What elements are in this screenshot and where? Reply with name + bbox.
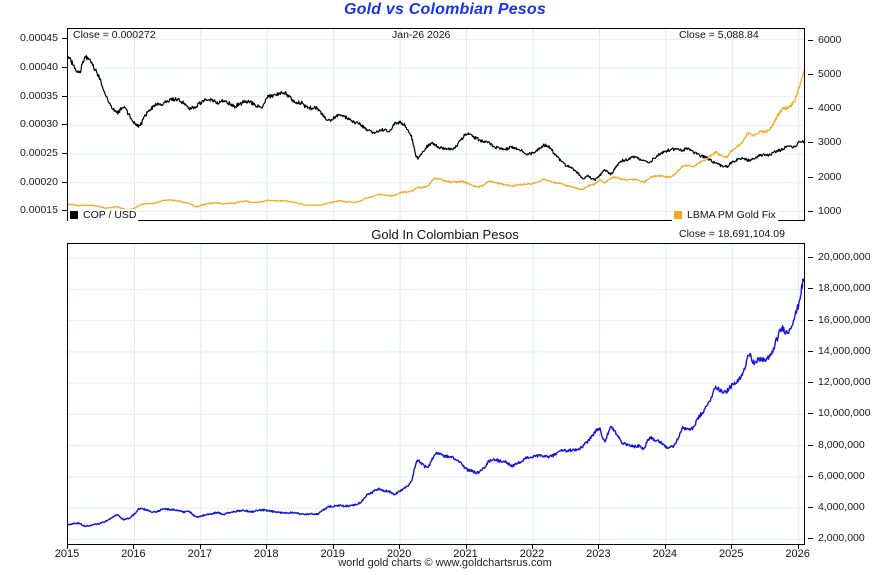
top-right-tick-label: 2000 — [818, 170, 842, 183]
x-tick — [199, 545, 201, 549]
top-chart-panel: 0.00015 0.00020 0.00025 0.00030 0.00035 0.000… — [0, 0, 890, 222]
legend-label-lbma-gold: LBMA PM Gold Fix — [687, 209, 776, 221]
x-tick-label: 2022 — [519, 548, 545, 560]
legend-lbma-gold[interactable]: LBMA PM Gold Fix — [672, 209, 778, 221]
top-left-tick-label: 0.00025 — [20, 147, 58, 160]
x-tick — [664, 545, 666, 549]
x-tick-label: 2026 — [785, 548, 810, 560]
x-tick-label: 2016 — [121, 548, 146, 560]
bottom-close-annotation: Close = 18,691,104.09 — [679, 228, 785, 240]
top-chart-canvas — [68, 29, 804, 220]
x-tick-label: 2020 — [386, 548, 412, 560]
page-title: Gold vs Colombian Pesos — [344, 1, 546, 18]
top-right-tick-label: 4000 — [818, 102, 842, 115]
top-left-tick-label: 0.00035 — [20, 89, 58, 102]
footer-credit: world gold charts © www.goldchartsrus.co… — [338, 557, 552, 569]
top-right-tick-label: 1000 — [818, 204, 842, 217]
legend-label-cop-usd: COP / USD — [83, 209, 137, 221]
top-date-annotation: Jan-26 2026 — [392, 29, 451, 41]
legend-swatch-cop-usd — [70, 211, 78, 219]
top-left-tick — [62, 181, 67, 183]
bottom-right-tick — [808, 350, 813, 352]
bottom-right-tick-label: 18,000,000 — [818, 282, 871, 295]
bottom-right-tick-label: 16,000,000 — [818, 313, 871, 326]
x-tick-label: 2019 — [320, 548, 345, 560]
x-tick-label: 2017 — [187, 548, 213, 560]
x-tick-label: 2025 — [719, 548, 744, 560]
top-right-tick-label: 5000 — [818, 68, 842, 81]
bottom-right-tick — [808, 413, 813, 415]
top-left-tick — [62, 210, 67, 212]
bottom-plot-area — [67, 243, 805, 545]
bottom-right-tick — [808, 288, 813, 290]
top-plot-area — [67, 28, 805, 221]
top-left-tick — [62, 38, 67, 40]
top-left-tick-label: 0.00040 — [20, 61, 58, 73]
top-right-tick-label: 6000 — [818, 33, 842, 46]
legend-cop-usd[interactable]: COP / USD — [68, 209, 139, 221]
bottom-right-tick-label: 2,000,000 — [818, 532, 865, 545]
x-tick-label: 2024 — [652, 548, 678, 560]
x-tick-label: 2015 — [54, 548, 80, 560]
x-tick — [332, 545, 334, 549]
top-close-right-annotation: Close = 5,088.84 — [679, 29, 759, 41]
bottom-right-tick-label: 12,000,000 — [818, 376, 871, 389]
top-right-tick — [808, 39, 813, 41]
x-tick — [731, 545, 733, 549]
top-right-tick — [808, 74, 813, 76]
bottom-right-tick — [808, 507, 813, 509]
bottom-chart-canvas — [68, 244, 804, 544]
top-right-tick — [808, 142, 813, 144]
bottom-right-tick-label: 10,000,000 — [818, 407, 871, 420]
x-tick — [598, 545, 600, 549]
x-tick — [399, 545, 401, 549]
bottom-right-tick-label: 4,000,000 — [818, 501, 865, 514]
x-tick — [67, 545, 68, 549]
bottom-right-tick-label: 8,000,000 — [818, 438, 865, 451]
x-tick — [465, 545, 467, 549]
top-right-tick — [808, 176, 813, 178]
top-right-tick-label: 3000 — [818, 136, 842, 149]
top-left-tick-label: 0.00015 — [20, 204, 58, 217]
x-tick-label: 2021 — [453, 548, 478, 560]
top-right-tick — [808, 210, 813, 212]
bottom-right-tick — [808, 319, 813, 321]
bottom-right-tick-label: 14,000,000 — [818, 344, 871, 357]
x-tick — [133, 545, 135, 549]
x-tick — [531, 545, 533, 549]
bottom-right-tick — [808, 475, 813, 477]
top-left-tick-label: 0.00045 — [20, 32, 58, 45]
bottom-right-tick-label: 20,000,000 — [818, 251, 871, 264]
bottom-right-tick — [808, 257, 813, 259]
x-tick — [266, 545, 268, 549]
x-tick-label: 2023 — [586, 548, 611, 560]
top-left-tick — [62, 153, 67, 155]
bottom-right-tick — [808, 538, 813, 540]
top-close-left-annotation: Close = 0.000272 — [73, 29, 156, 41]
top-left-tick-label: 0.00030 — [20, 118, 58, 131]
legend-swatch-lbma-gold — [674, 211, 682, 219]
top-left-tick-label: 0.00020 — [20, 175, 58, 188]
bottom-right-tick-label: 6,000,000 — [818, 469, 865, 482]
bottom-chart-title: Gold In Colombian Pesos — [371, 227, 519, 242]
top-left-tick — [62, 95, 67, 97]
top-left-tick — [62, 124, 67, 126]
bottom-right-tick — [808, 382, 813, 384]
top-left-tick — [62, 67, 67, 68]
top-right-tick — [808, 108, 813, 110]
bottom-right-tick — [808, 444, 813, 446]
x-tick-label: 2018 — [254, 548, 279, 560]
x-tick — [797, 545, 799, 549]
